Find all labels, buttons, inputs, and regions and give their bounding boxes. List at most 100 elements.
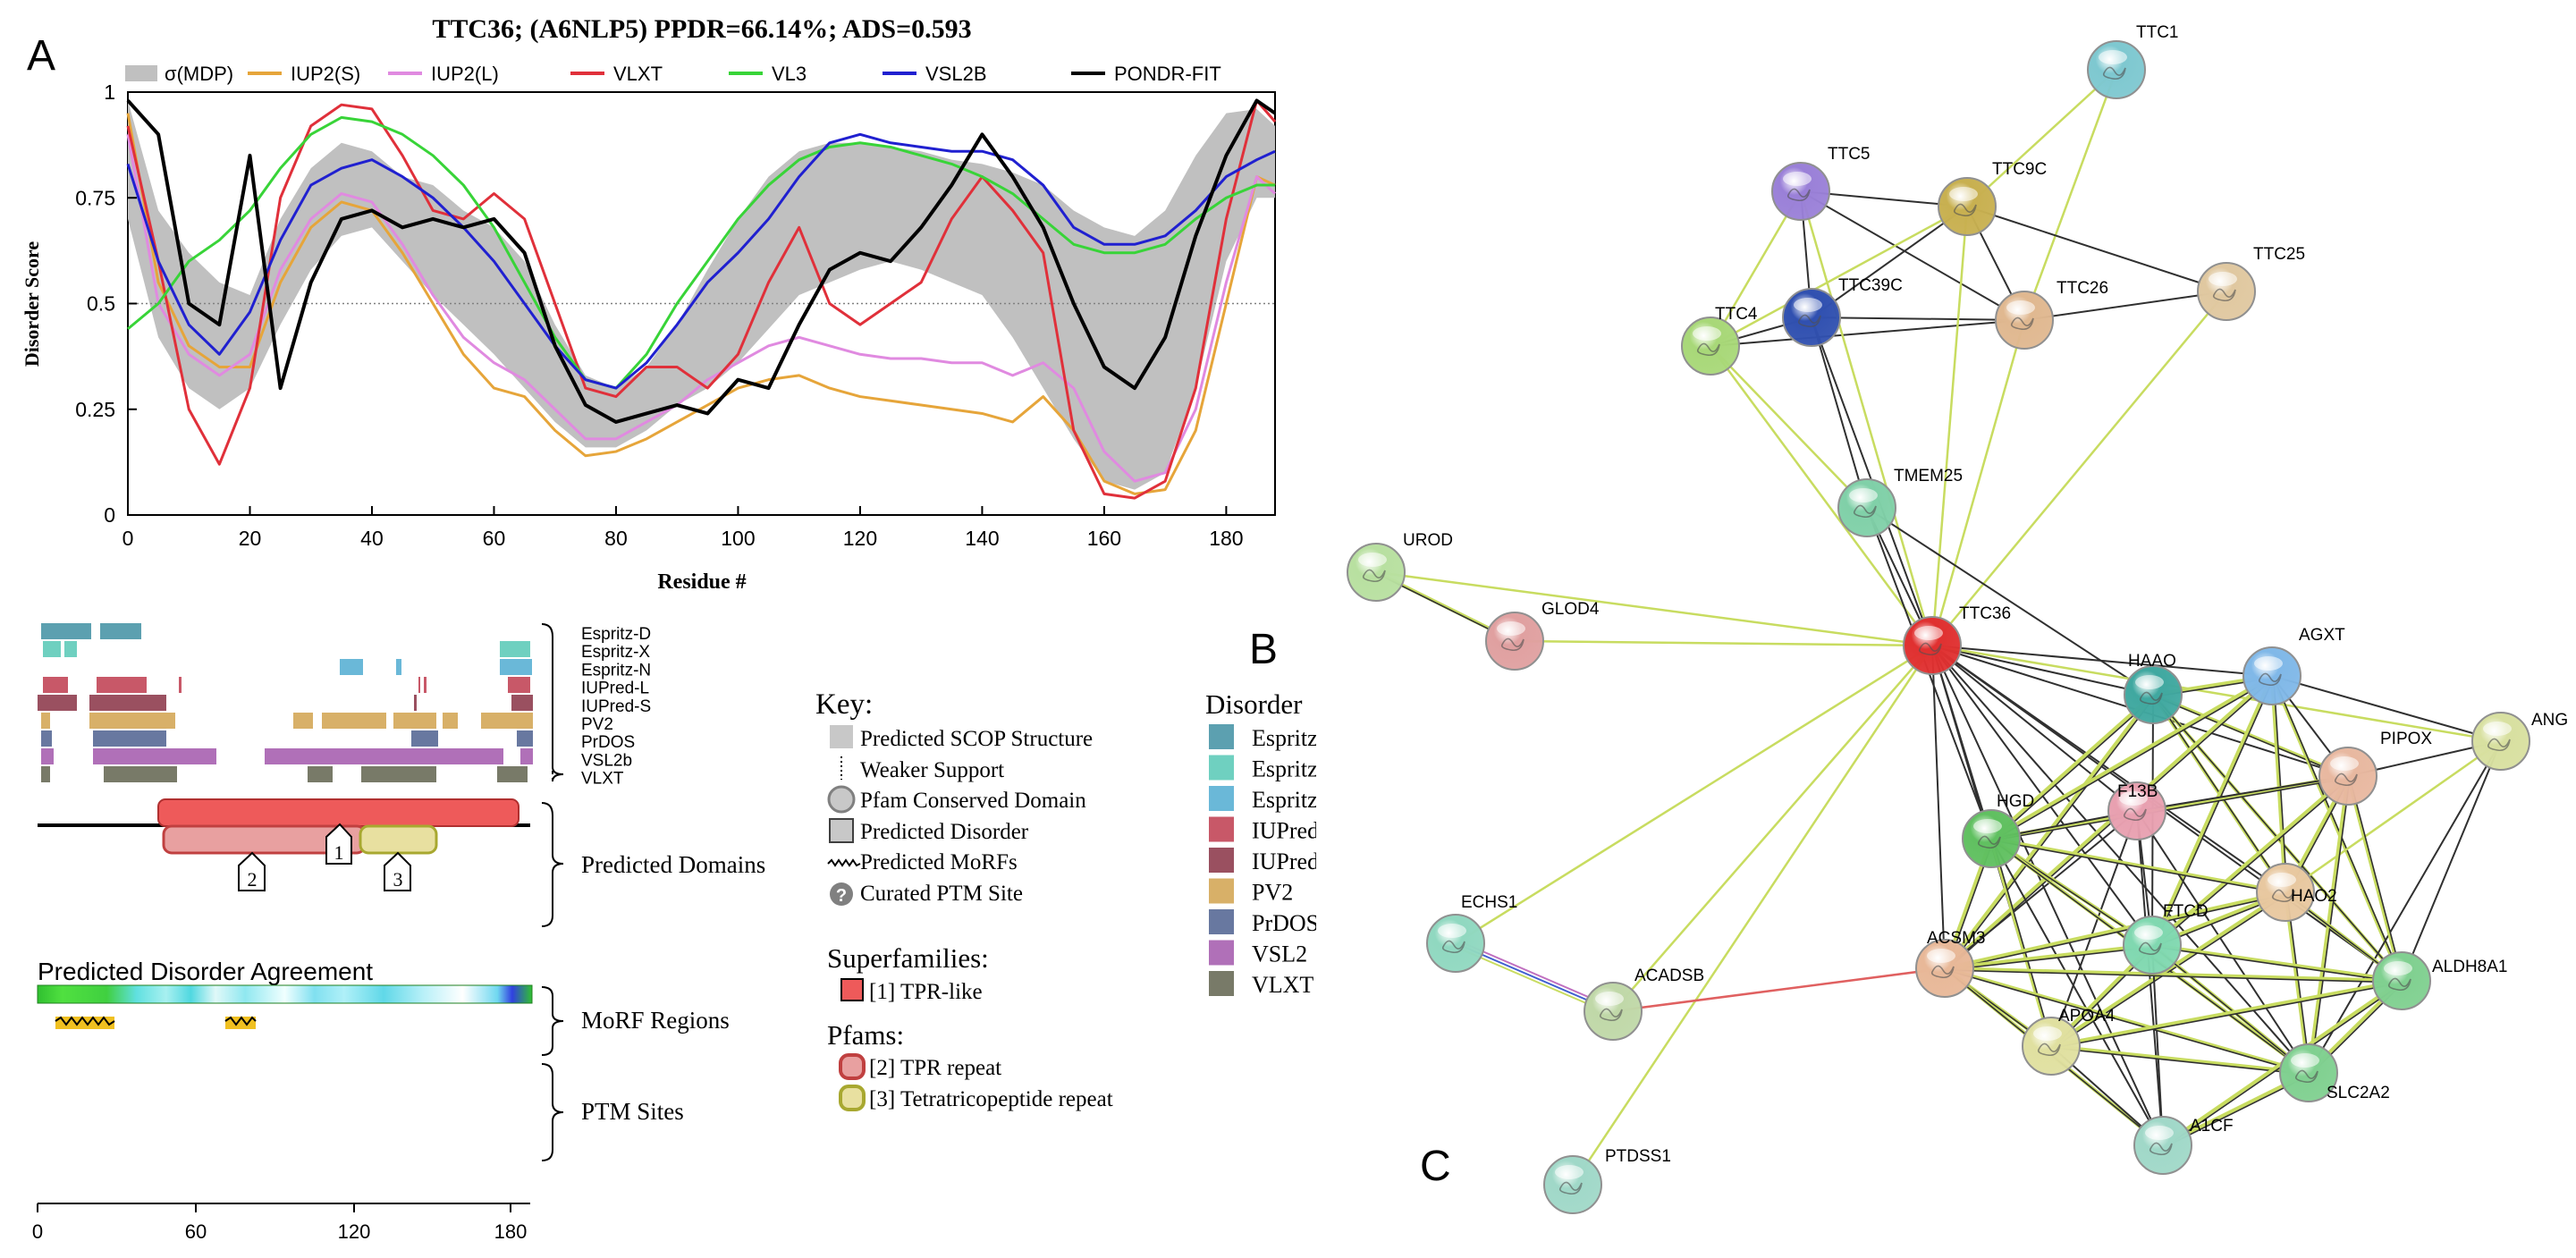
disorder-legend-label: IUPred (1252, 818, 1319, 844)
network-edge (2052, 893, 2288, 1049)
protein-structure-icon (1930, 965, 1955, 979)
track-bar-pv2 (393, 713, 436, 729)
track-bar-vlxt (308, 766, 333, 782)
network-node-label: ECHS1 (1461, 893, 1517, 912)
node-highlight (2209, 272, 2237, 286)
disorder-legend-label: VLXT (1252, 972, 1313, 998)
node-highlight (2033, 1026, 2062, 1041)
y-tick-label: 1 (104, 80, 115, 104)
network-edge (2151, 943, 2403, 983)
legend-swatch-band (125, 65, 157, 81)
network-edge (2308, 740, 2502, 1074)
protein-structure-icon (2258, 672, 2282, 687)
network-node-ttc4[interactable] (1681, 317, 1740, 376)
protein-structure-icon (2037, 1043, 2061, 1057)
network-node-apoa4[interactable] (2022, 1017, 2081, 1076)
disorder-legend-swatch (1209, 909, 1234, 934)
series-line-vl3 (127, 115, 1275, 390)
network-edge (1710, 345, 1868, 509)
protein-structure-icon (1797, 314, 1821, 328)
network-node-label: AGXT (2299, 626, 2345, 645)
track-bar-espritz-x (64, 641, 77, 657)
x-tick-label: 160 (1087, 527, 1121, 550)
node-highlight (1693, 326, 1721, 341)
network-node-echs1[interactable] (1426, 914, 1485, 973)
network-node-ttc5[interactable] (1771, 162, 1830, 221)
track-label: VLXT (581, 770, 624, 789)
network-node-acsm3[interactable] (1915, 939, 1974, 998)
network-node-agxt[interactable] (2242, 646, 2302, 705)
pfam-swatch-2 (839, 1053, 866, 1080)
network-node-ttc26[interactable] (1995, 291, 2054, 350)
network-node-glod4[interactable] (1485, 612, 1544, 671)
network-edge (2270, 675, 2287, 893)
network-edge (2270, 675, 2403, 982)
network-node-haao[interactable] (2124, 665, 2183, 724)
network-node-label: ACSM3 (1927, 929, 1985, 948)
track-bar-pv2 (41, 713, 50, 729)
network-node-ptdss1[interactable] (1543, 1155, 1602, 1214)
track-bar-vsl2b (265, 748, 503, 764)
node-highlight (2384, 961, 2412, 975)
pfams-title: Pfams: (827, 1019, 904, 1051)
network-edge (2153, 946, 2404, 984)
pfam-item-2: [2] TPR repeat (869, 1056, 1001, 1080)
network-node-label: F13B (2117, 782, 2158, 801)
disorder-legend-swatch (1209, 724, 1234, 749)
disorder-legend-label: PV2 (1252, 880, 1293, 906)
track-bar-vlxt (497, 766, 528, 782)
network-node-aldh8a1[interactable] (2372, 951, 2431, 1010)
protein-structure-icon (1696, 342, 1720, 357)
agreement-title: Predicted Disorder Agreement (38, 958, 373, 985)
network-node-tmem25[interactable] (1837, 478, 1896, 537)
network-node-hgd[interactable] (1962, 809, 2021, 868)
network-node-ttc25[interactable] (2197, 262, 2256, 321)
network-edge (1944, 891, 2286, 970)
track-bar-iupred-s (89, 695, 166, 711)
x-tick-label: 20 (239, 527, 262, 550)
x-tick-label: 40 (360, 527, 384, 550)
network-edge (2154, 696, 2351, 779)
track-bar-espritz-x (43, 641, 61, 657)
panel-label-b: B (1249, 626, 1278, 673)
network-edge (2136, 810, 2310, 1074)
network-node-urod[interactable] (1347, 543, 1406, 602)
network-node-ttc39c[interactable] (1782, 288, 1841, 347)
track-bar-iupred-s (38, 695, 77, 711)
network-node-ftcd[interactable] (2123, 916, 2182, 975)
network-node-acadsb[interactable] (1584, 982, 1643, 1041)
network-node-ttc1[interactable] (2087, 40, 2146, 99)
residue-tick-label: 180 (494, 1220, 528, 1243)
network-edge (1930, 319, 2026, 646)
mdp-band (128, 100, 1275, 490)
track-bar-pv2 (481, 713, 533, 729)
network-node-ttc36[interactable] (1903, 616, 1962, 675)
network-node-label: SLC2A2 (2327, 1084, 2390, 1102)
network-edge (1944, 967, 2310, 1075)
network-edge (1992, 677, 2275, 841)
protein-structure-icon (2123, 807, 2147, 822)
series-line-vlxt (126, 98, 1277, 500)
key-item-ptm: Curated PTM Site (860, 882, 1023, 906)
network-edge (2023, 291, 2227, 321)
domain-tpr-like (157, 798, 519, 827)
network-node-label: TTC9C (1992, 160, 2047, 179)
network-node-label: HAO2 (2291, 887, 2337, 906)
network-node-ttc9c[interactable] (1938, 177, 1997, 236)
y-tick-label: 0 (104, 503, 115, 527)
domain-marker-2: 2 (248, 868, 258, 891)
network-node-ang[interactable] (2471, 712, 2530, 771)
network-edge (1931, 645, 2164, 1146)
track-label: Espritz-D (581, 625, 651, 644)
disorder-legend-title: Disorder (1205, 688, 1303, 720)
key-item-weaker: Weaker Support (860, 758, 1004, 782)
key-icon-disorder (829, 818, 854, 843)
track-bar-iupred-l (424, 677, 427, 693)
network-node-a1cf[interactable] (2133, 1116, 2192, 1175)
network-node-label: TTC5 (1828, 145, 1871, 164)
protein-structure-icon (2010, 317, 2034, 331)
disorder-legend: B Disorder Espritz Espritz Espritz IUPred IU… (1205, 626, 1319, 998)
network-node-label: TTC39C (1838, 276, 1903, 295)
network-node-pipox[interactable] (2318, 747, 2378, 806)
track-label: PrDOS (581, 733, 635, 752)
